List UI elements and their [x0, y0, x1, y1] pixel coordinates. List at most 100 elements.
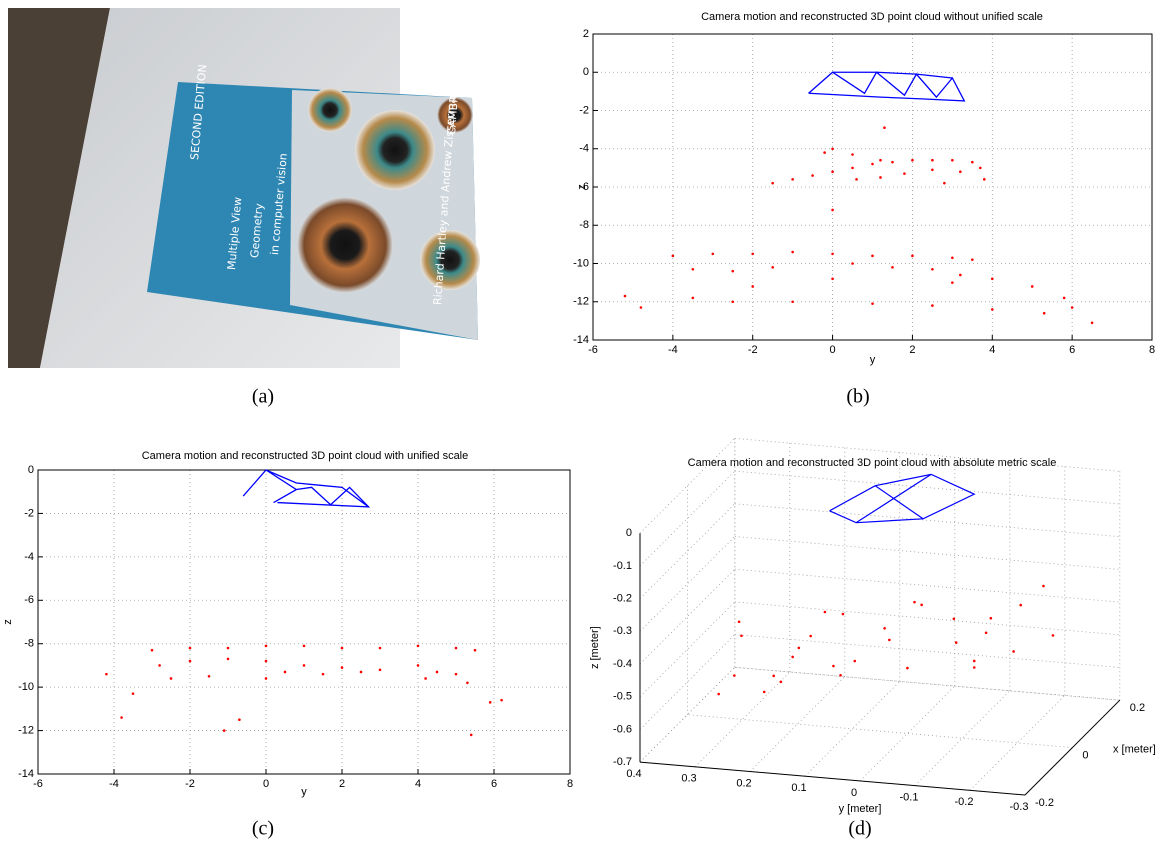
y-tick-label: 0 — [28, 464, 34, 476]
point — [931, 158, 934, 162]
point — [984, 631, 988, 635]
chart-title: Camera motion and reconstructed 3D point… — [142, 450, 469, 462]
point — [972, 666, 976, 669]
point — [831, 208, 834, 212]
point — [951, 281, 954, 284]
x-tick-label: -4 — [668, 344, 678, 356]
point — [951, 256, 954, 260]
point — [473, 648, 477, 652]
x-tick-label: -6 — [588, 344, 598, 356]
point — [791, 178, 794, 181]
point — [302, 644, 306, 648]
point — [623, 294, 627, 298]
grid-line — [734, 438, 1120, 472]
point — [454, 672, 458, 676]
point — [691, 267, 695, 271]
chart-title: Camera motion and reconstructed 3D point… — [688, 457, 1057, 469]
point — [879, 158, 882, 162]
point — [841, 612, 845, 616]
point — [321, 672, 325, 676]
point — [772, 674, 775, 678]
point — [853, 659, 857, 663]
x-tick-label: 0.2 — [1130, 702, 1145, 714]
x-tick-label: 6 — [491, 778, 497, 790]
y-tick-label: -0.2 — [955, 796, 974, 808]
point — [831, 252, 834, 256]
grid-line — [734, 666, 1120, 701]
x-tick-label: -6 — [33, 778, 43, 790]
point — [906, 666, 909, 670]
point — [207, 674, 211, 678]
caption: (b) — [846, 386, 869, 408]
point — [952, 617, 956, 621]
point — [340, 666, 344, 669]
point — [891, 160, 894, 164]
point — [454, 646, 458, 650]
x-axis-label: y — [870, 354, 876, 366]
point — [851, 262, 854, 265]
point — [264, 644, 268, 648]
point — [226, 657, 230, 661]
grid-line — [734, 503, 1120, 538]
z-tick-label: -0.6 — [613, 723, 632, 735]
point — [913, 600, 916, 604]
grid-line — [969, 695, 1066, 791]
point — [943, 181, 946, 185]
point — [931, 168, 934, 172]
point — [158, 664, 161, 667]
grid-line — [687, 714, 1073, 748]
point — [839, 673, 842, 677]
y-tick-label: -0.1 — [900, 792, 919, 804]
point — [891, 266, 894, 269]
point — [903, 172, 906, 175]
x-axis-label: y — [301, 786, 307, 798]
point — [188, 646, 192, 650]
point — [488, 701, 492, 704]
y-tick-label: -8 — [24, 638, 34, 650]
point — [832, 664, 835, 668]
point — [226, 646, 230, 650]
point — [771, 181, 774, 185]
y-tick-label: -6 — [24, 594, 34, 606]
z-tick-label: 0 — [626, 527, 632, 539]
point — [954, 641, 958, 644]
x-tick-label: 4 — [989, 344, 995, 356]
point — [1051, 634, 1055, 637]
book-publisher: CAMBRIDGE — [445, 68, 463, 136]
z-tick-label: -0.4 — [613, 658, 632, 670]
point — [302, 664, 306, 667]
point — [791, 655, 794, 659]
point — [340, 646, 344, 650]
point — [188, 659, 192, 663]
x-tick-label: 4 — [415, 778, 421, 790]
point — [731, 300, 735, 304]
point — [791, 300, 794, 304]
point — [1030, 285, 1034, 288]
y-tick-label: -2 — [24, 507, 34, 519]
point — [871, 162, 874, 166]
point — [851, 153, 854, 156]
y-tick-label: -0.3 — [1010, 801, 1029, 813]
y-tick-label: 0.2 — [736, 777, 751, 789]
grid-line — [914, 690, 1011, 786]
point — [983, 178, 986, 181]
photo: SECOND EDITION Multiple View Geometry in… — [8, 8, 480, 368]
point — [238, 718, 241, 722]
point — [711, 252, 715, 256]
point — [283, 670, 287, 674]
point — [500, 698, 503, 702]
point — [1062, 296, 1066, 300]
y-tick-label: -10 — [573, 257, 589, 269]
x-tick-label: -2 — [748, 344, 758, 356]
point — [222, 729, 226, 732]
point — [971, 258, 974, 261]
point — [871, 254, 874, 258]
y-tick-label: -2 — [579, 104, 589, 116]
point — [911, 158, 914, 162]
point — [823, 151, 826, 154]
x-tick-label: 2 — [339, 778, 345, 790]
y-tick-label: -12 — [18, 724, 34, 736]
point — [831, 147, 834, 151]
point — [169, 677, 173, 680]
point — [797, 646, 801, 650]
